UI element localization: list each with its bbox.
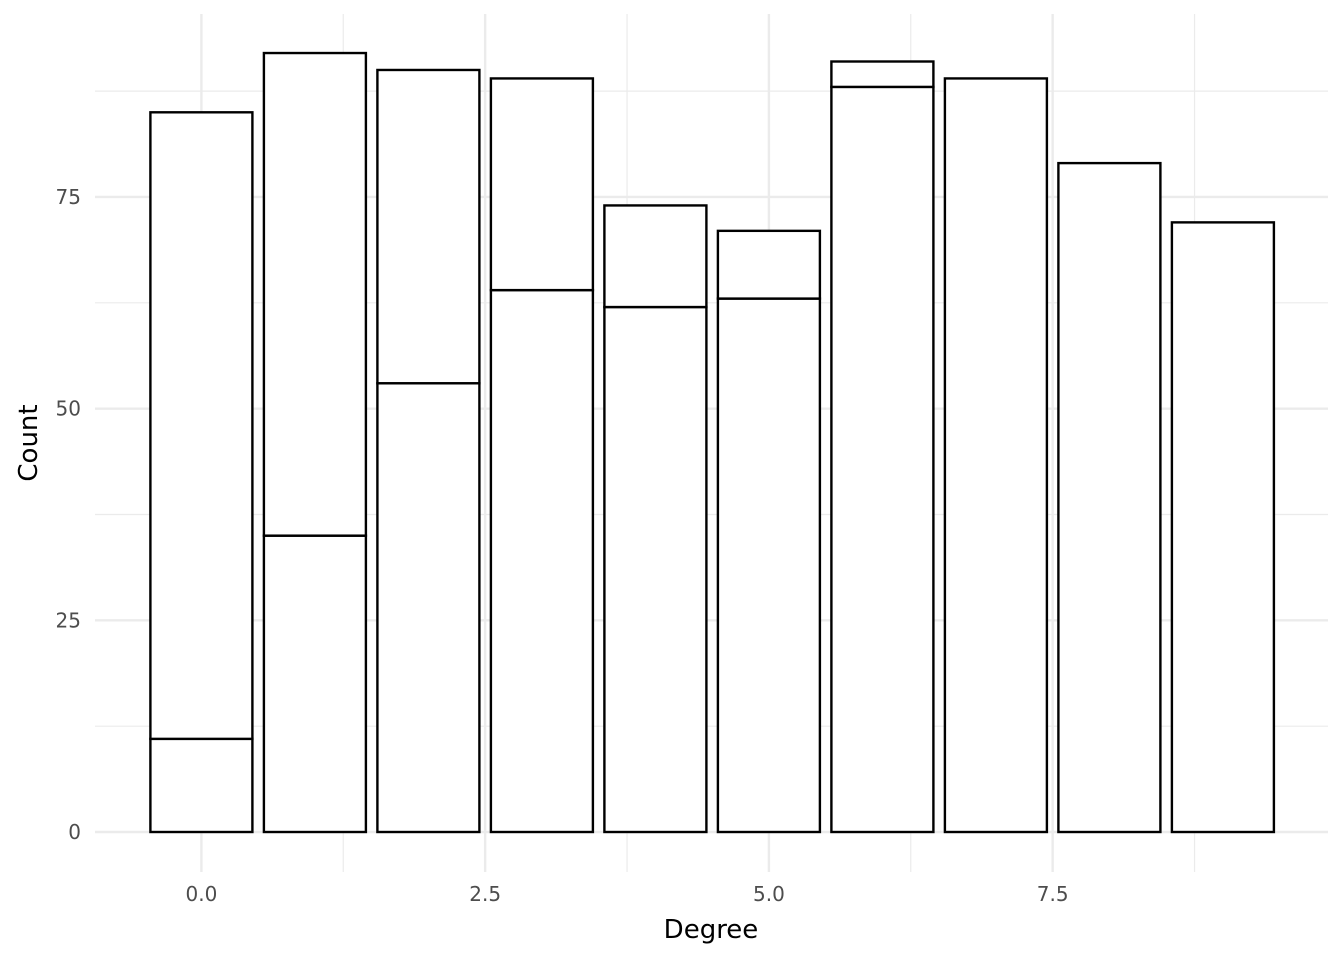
x-tick-label: 2.5 [469, 882, 501, 906]
bar-segment [1170, 221, 1276, 834]
bar-segment [262, 534, 368, 834]
bar-segment [603, 305, 708, 834]
bar-segment [830, 60, 935, 89]
y-tick-label: 50 [56, 397, 81, 421]
bar-segment [716, 229, 822, 300]
bar-segment [603, 204, 708, 309]
y-tick-label: 0 [68, 820, 81, 844]
x-tick-label: 7.5 [1037, 882, 1069, 906]
y-axis-ticks: 0 25 50 75 [56, 185, 81, 844]
x-tick-label: 5.0 [753, 882, 785, 906]
x-axis-title: Degree [664, 915, 759, 945]
bar-segment [376, 68, 481, 385]
y-tick-label: 75 [56, 185, 81, 209]
y-tick-label: 25 [56, 608, 81, 632]
y-axis-title: Count [14, 404, 44, 481]
bar-segment [149, 737, 254, 834]
bar-segment [943, 77, 1049, 834]
bars [149, 51, 1276, 834]
bar-segment [149, 111, 254, 741]
bar-segment [830, 85, 935, 834]
bar-segment [716, 297, 822, 834]
bar-segment [489, 77, 595, 292]
x-tick-label: 0.0 [185, 882, 217, 906]
bar-segment [1057, 161, 1162, 834]
bar-segment [262, 51, 368, 537]
x-axis-ticks: 0.0 2.5 5.0 7.5 [185, 882, 1068, 906]
bar-segment [376, 382, 481, 834]
bar-segment [489, 288, 595, 834]
